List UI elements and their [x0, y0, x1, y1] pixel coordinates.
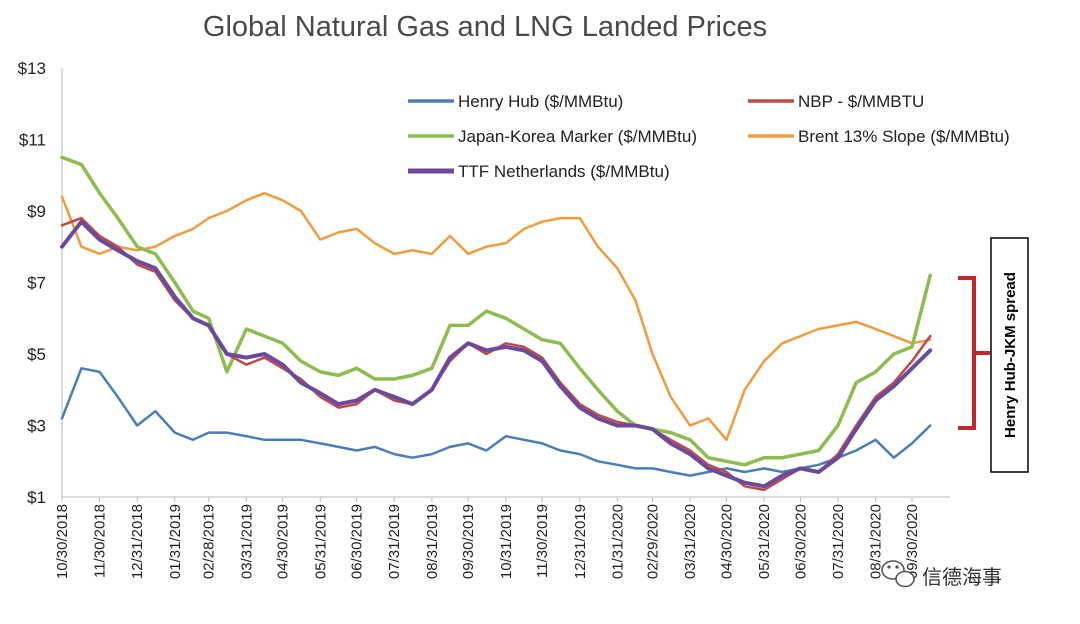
x-tick-label: 02/28/2019 — [201, 504, 218, 579]
x-tick-label: 12/31/2019 — [572, 504, 589, 579]
legend: Henry Hub ($/MMBtu) NBP - $/MMBTU Japan-Ko… — [408, 92, 1010, 181]
spread-bracket — [958, 276, 990, 430]
y-tick-label: $5 — [27, 345, 46, 364]
y-tick-label: $1 — [27, 488, 46, 507]
x-tick-label: 11/30/2019 — [534, 504, 551, 578]
watermark-text: 信德海事 — [922, 565, 1002, 589]
x-tick-label: 02/29/2020 — [645, 504, 662, 579]
series-line-4 — [60, 219, 933, 489]
chart-title: Global Natural Gas and LNG Landed Prices — [203, 11, 767, 43]
x-tick-label: 06/30/2019 — [349, 504, 366, 579]
x-tick-label: 08/31/2019 — [424, 504, 441, 579]
x-tick-label: 01/31/2019 — [167, 504, 184, 579]
legend-label: Japan-Korea Marker ($/MMBtu) — [458, 127, 697, 146]
y-tick-label: $13 — [18, 59, 46, 78]
legend-label: TTF Netherlands ($/MMBtu) — [458, 162, 670, 181]
y-tick-label: $11 — [19, 131, 46, 150]
x-tick-label: 04/30/2020 — [718, 504, 735, 579]
x-tick-label: 09/30/2020 — [904, 504, 921, 579]
x-tick-label: 11/30/2018 — [92, 504, 109, 578]
y-tick-label: $7 — [27, 274, 46, 293]
series-line-2 — [60, 155, 932, 467]
x-tick-label: 05/31/2020 — [756, 504, 773, 579]
x-axis: 10/30/2018 11/30/2018 12/31/2018 01/31/2019… — [54, 496, 950, 579]
series-lines — [60, 155, 933, 492]
watermark: 信德海事 — [881, 560, 1002, 589]
x-tick-label: 03/31/2020 — [682, 504, 699, 579]
x-tick-label: 06/30/2020 — [792, 504, 809, 579]
series-line-1 — [60, 216, 932, 492]
y-tick-label: $9 — [27, 202, 46, 221]
x-tick-label: 03/31/2019 — [238, 504, 255, 579]
x-tick-label: 07/31/2019 — [386, 504, 403, 579]
x-tick-label: 10/30/2018 — [54, 504, 71, 579]
y-tick-label: $3 — [27, 417, 46, 436]
x-tick-label: 01/31/2020 — [609, 504, 626, 579]
spread-annotation: Henry Hub-JKM spread — [958, 237, 1029, 473]
x-tick-label: 07/31/2020 — [830, 504, 847, 579]
x-tick-label: 04/30/2019 — [275, 504, 292, 579]
wechat-icon — [881, 560, 915, 588]
spread-label: Henry Hub-JKM spread — [1002, 272, 1019, 438]
series-line-3 — [60, 191, 932, 442]
legend-label: NBP - $/MMBTU — [798, 92, 924, 111]
x-tick-label: 05/31/2019 — [312, 504, 329, 579]
legend-label: Brent 13% Slope ($/MMBtu) — [798, 127, 1010, 146]
x-tick-label: 10/31/2019 — [498, 504, 515, 579]
spread-label-box — [990, 237, 1029, 473]
x-tick-label: 08/31/2020 — [868, 504, 885, 579]
x-tick-label: 12/31/2018 — [129, 504, 146, 579]
series-line-0 — [60, 367, 932, 477]
legend-label: Henry Hub ($/MMBtu) — [458, 92, 623, 111]
x-tick-label: 09/30/2019 — [460, 504, 477, 579]
y-axis: $1 $3 $5 $7 $9 $11 $13 — [18, 59, 63, 507]
